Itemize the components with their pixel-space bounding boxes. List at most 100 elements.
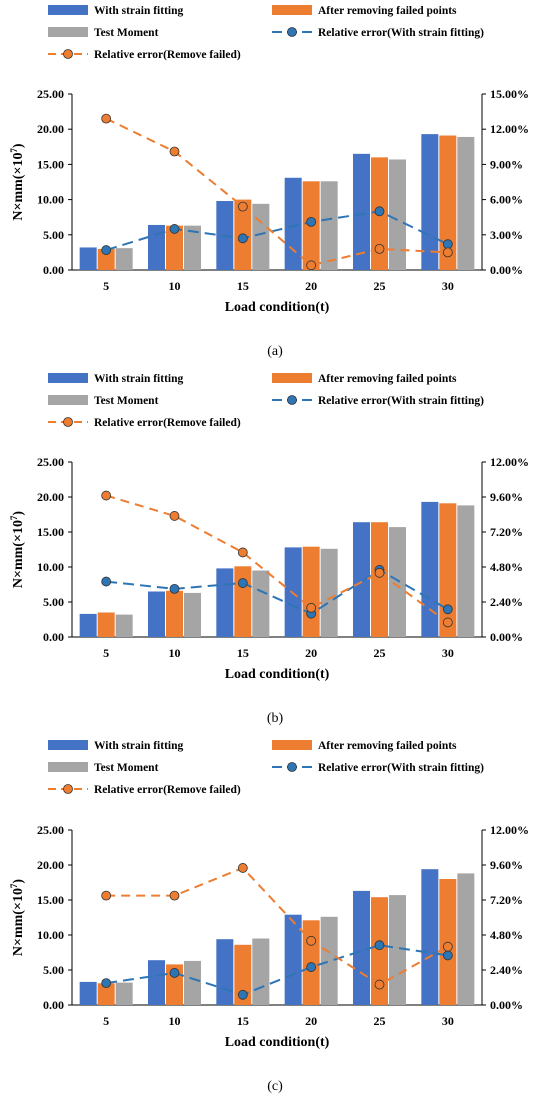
legend-swatch-3 (48, 395, 88, 405)
x-tick-label: 5 (103, 1014, 109, 1028)
x-tick-label: 15 (237, 279, 249, 293)
line-marker-1-25 (374, 940, 385, 951)
line-marker-1-15 (237, 233, 248, 244)
legend-swatch-2 (272, 740, 312, 750)
bar-1-15 (216, 568, 234, 637)
legend-label-5: Relative error(Remove failed) (94, 784, 241, 796)
x-axis-label: Load condition(t) (225, 667, 330, 682)
line-marker-1-20 (306, 962, 317, 972)
bar-3-10 (184, 592, 201, 637)
bar-2-5 (97, 248, 115, 270)
x-tick-label: 25 (374, 646, 386, 660)
bar-1-5 (79, 247, 97, 270)
bar-1-20 (284, 177, 302, 270)
bar-2-10 (166, 590, 183, 637)
legend-label-3: Test Moment (94, 27, 159, 39)
legend-label-4: Relative error(With strain fitting) (318, 395, 484, 407)
right-tick-label: 4.80% (490, 928, 523, 942)
legend-swatch-2 (272, 373, 312, 383)
right-tick-label: 2.40% (490, 963, 523, 977)
y-axis-label: N×mm(×107) (9, 879, 26, 957)
chart-panel-1: With strain fitting After removing failed… (9, 5, 529, 359)
bar-3-15 (252, 203, 270, 270)
bar-3-5 (115, 248, 133, 270)
bar-2-15 (234, 944, 252, 1005)
bar-3-5 (115, 982, 133, 1005)
line-marker-2-30 (442, 617, 453, 628)
right-tick-label: 0.00% (490, 630, 523, 644)
x-tick-label: 30 (442, 279, 454, 293)
x-tick-label: 5 (103, 646, 109, 660)
x-tick-label: 20 (305, 646, 317, 660)
line-marker-2-15 (237, 863, 248, 873)
bar-3-10 (184, 960, 201, 1005)
left-tick-label: 0.00 (43, 263, 64, 277)
legend: With strain fitting After removing failed… (48, 373, 484, 429)
left-tick-label: 20.00 (37, 858, 64, 872)
x-tick-label: 20 (305, 1014, 317, 1028)
bar-3-20 (320, 548, 338, 637)
line-marker-1-30 (442, 950, 453, 961)
legend-label-4: Relative error(With strain fitting) (318, 27, 484, 39)
x-tick-label: 15 (237, 646, 249, 660)
panel-label: (a) (267, 344, 283, 359)
chart-panel-2: With strain fitting After removing failed… (9, 373, 529, 726)
bar-2-25 (371, 522, 388, 637)
bar-3-20 (320, 916, 338, 1005)
line-marker-2-10 (169, 146, 180, 157)
legend-swatch-1 (48, 740, 88, 750)
bar-2-25 (371, 897, 388, 1005)
line-marker-2-25 (374, 243, 385, 254)
bar-3-5 (115, 614, 133, 637)
legend-swatch-2 (272, 5, 312, 15)
line-marker-2-20 (306, 260, 317, 271)
line-marker-1-5 (101, 576, 112, 587)
bar-1-25 (353, 153, 370, 270)
right-tick-label: 7.20% (490, 893, 523, 907)
left-tick-label: 15.00 (37, 893, 64, 907)
line-marker-2-20 (306, 935, 317, 946)
left-tick-label: 25.00 (37, 87, 64, 101)
legend-swatch-1 (48, 373, 88, 383)
line-marker-1-30 (442, 239, 453, 250)
legend-marker-4 (287, 395, 297, 405)
line-marker-1-20 (306, 216, 317, 227)
legend-swatch-3 (48, 27, 88, 37)
legend-label-2: After removing failed points (318, 373, 457, 385)
legend-swatch-3 (48, 762, 88, 772)
bar-1-30 (421, 134, 439, 270)
bar-1-5 (79, 981, 97, 1005)
left-tick-label: 25.00 (37, 455, 64, 469)
line-marker-2-30 (442, 247, 453, 258)
line-marker-2-10 (169, 890, 180, 901)
chart-panel-3: With strain fitting After removing failed… (9, 740, 529, 1094)
legend-label-3: Test Moment (94, 395, 159, 407)
line-series-1 (106, 944, 448, 996)
line-marker-2-20 (306, 602, 317, 613)
bar-1-5 (79, 613, 97, 637)
legend-label-4: Relative error(With strain fitting) (318, 762, 484, 774)
line-marker-1-10 (169, 968, 180, 978)
right-tick-label: 4.80% (490, 560, 523, 574)
line-marker-1-25 (374, 206, 385, 217)
line-marker-2-25 (374, 567, 385, 578)
bar-3-10 (184, 225, 201, 270)
bar-3-30 (457, 873, 475, 1005)
bar-2-15 (234, 566, 252, 637)
legend: With strain fitting After removing failed… (48, 740, 484, 796)
right-tick-label: 3.00% (490, 228, 523, 242)
left-tick-label: 15.00 (37, 525, 64, 539)
legend-label-2: After removing failed points (318, 740, 457, 752)
x-tick-label: 15 (237, 1014, 249, 1028)
line-series-2 (106, 866, 449, 986)
bar-2-10 (166, 225, 183, 270)
left-tick-label: 5.00 (43, 595, 64, 609)
legend-label-1: With strain fitting (94, 740, 183, 752)
right-tick-label: 9.00% (490, 157, 523, 171)
left-tick-label: 0.00 (43, 630, 64, 644)
left-tick-label: 20.00 (37, 490, 64, 504)
line-series-2 (105, 117, 448, 267)
bar-2-30 (439, 135, 457, 270)
line-marker-2-30 (442, 941, 453, 952)
